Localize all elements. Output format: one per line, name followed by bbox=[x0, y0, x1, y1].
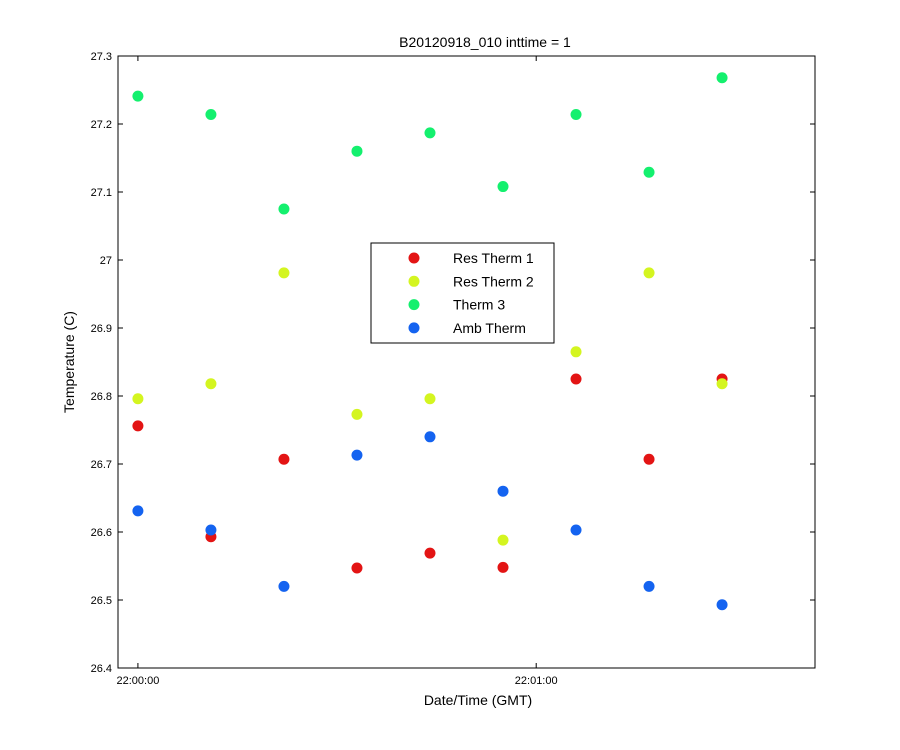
series-amb-therm bbox=[132, 431, 728, 611]
legend-box bbox=[370, 242, 555, 344]
data-point bbox=[716, 599, 728, 611]
data-point bbox=[497, 181, 509, 193]
data-point bbox=[643, 267, 655, 279]
data-point bbox=[570, 108, 582, 120]
data-point bbox=[643, 166, 655, 178]
y-axis-title: Temperature (C) bbox=[61, 311, 77, 413]
data-point bbox=[424, 127, 436, 139]
data-point bbox=[278, 267, 290, 279]
data-point bbox=[570, 346, 582, 358]
y-tick-label: 26.9 bbox=[91, 323, 112, 335]
data-point bbox=[132, 505, 144, 517]
data-point bbox=[497, 534, 509, 546]
data-point bbox=[351, 408, 363, 420]
series-res-therm-2 bbox=[132, 267, 728, 546]
legend-marker bbox=[408, 275, 420, 287]
x-axis-title: Date/Time (GMT) bbox=[424, 692, 532, 708]
data-point bbox=[351, 562, 363, 574]
x-tick-label: 22:00:00 bbox=[117, 675, 160, 687]
legend-label: Res Therm 1 bbox=[453, 250, 534, 266]
legend-marker bbox=[408, 322, 420, 334]
legend-marker bbox=[408, 299, 420, 311]
data-point bbox=[716, 378, 728, 390]
data-point bbox=[351, 449, 363, 461]
series-therm-3 bbox=[132, 72, 728, 215]
data-point bbox=[497, 561, 509, 573]
y-tick-label: 27.3 bbox=[91, 51, 112, 63]
y-tick-label: 27 bbox=[100, 255, 112, 267]
data-point bbox=[716, 72, 728, 84]
legend-label: Res Therm 2 bbox=[453, 273, 534, 289]
y-tick-label: 26.6 bbox=[91, 527, 112, 539]
data-point bbox=[205, 378, 217, 390]
x-tick-label: 22:01:00 bbox=[515, 675, 558, 687]
y-tick-label: 27.2 bbox=[91, 119, 112, 131]
data-point bbox=[278, 453, 290, 465]
data-point bbox=[132, 90, 144, 102]
legend: Res Therm 1 Res Therm 2 Therm 3 Amb Therm bbox=[370, 242, 555, 344]
data-point bbox=[643, 453, 655, 465]
data-point bbox=[424, 393, 436, 405]
data-point bbox=[132, 420, 144, 432]
data-point bbox=[205, 524, 217, 536]
data-point bbox=[205, 108, 217, 120]
data-points bbox=[132, 72, 728, 611]
data-point bbox=[278, 580, 290, 592]
legend-label: Therm 3 bbox=[453, 297, 505, 313]
data-point bbox=[643, 580, 655, 592]
y-tick-label: 26.7 bbox=[91, 459, 112, 471]
axis-ticks: 26.4 26.5 26.6 26.7 26.8 26.9 27 27.1 27.2 27.3 22… bbox=[91, 51, 815, 687]
y-tick-label: 27.1 bbox=[91, 187, 112, 199]
data-point bbox=[424, 431, 436, 443]
data-point bbox=[278, 203, 290, 215]
data-point bbox=[570, 373, 582, 385]
y-tick-label: 26.4 bbox=[91, 663, 112, 675]
series-res-therm-1 bbox=[132, 373, 728, 574]
chart-title: B20120918_010 inttime = 1 bbox=[399, 34, 571, 50]
data-point bbox=[351, 145, 363, 157]
data-point bbox=[497, 485, 509, 497]
legend-marker bbox=[408, 252, 420, 264]
y-tick-label: 26.8 bbox=[91, 391, 112, 403]
data-point bbox=[132, 393, 144, 405]
plot-area bbox=[117, 55, 816, 669]
data-point bbox=[424, 547, 436, 559]
legend-label: Amb Therm bbox=[453, 320, 526, 336]
data-point bbox=[570, 524, 582, 536]
y-tick-label: 26.5 bbox=[91, 595, 112, 607]
